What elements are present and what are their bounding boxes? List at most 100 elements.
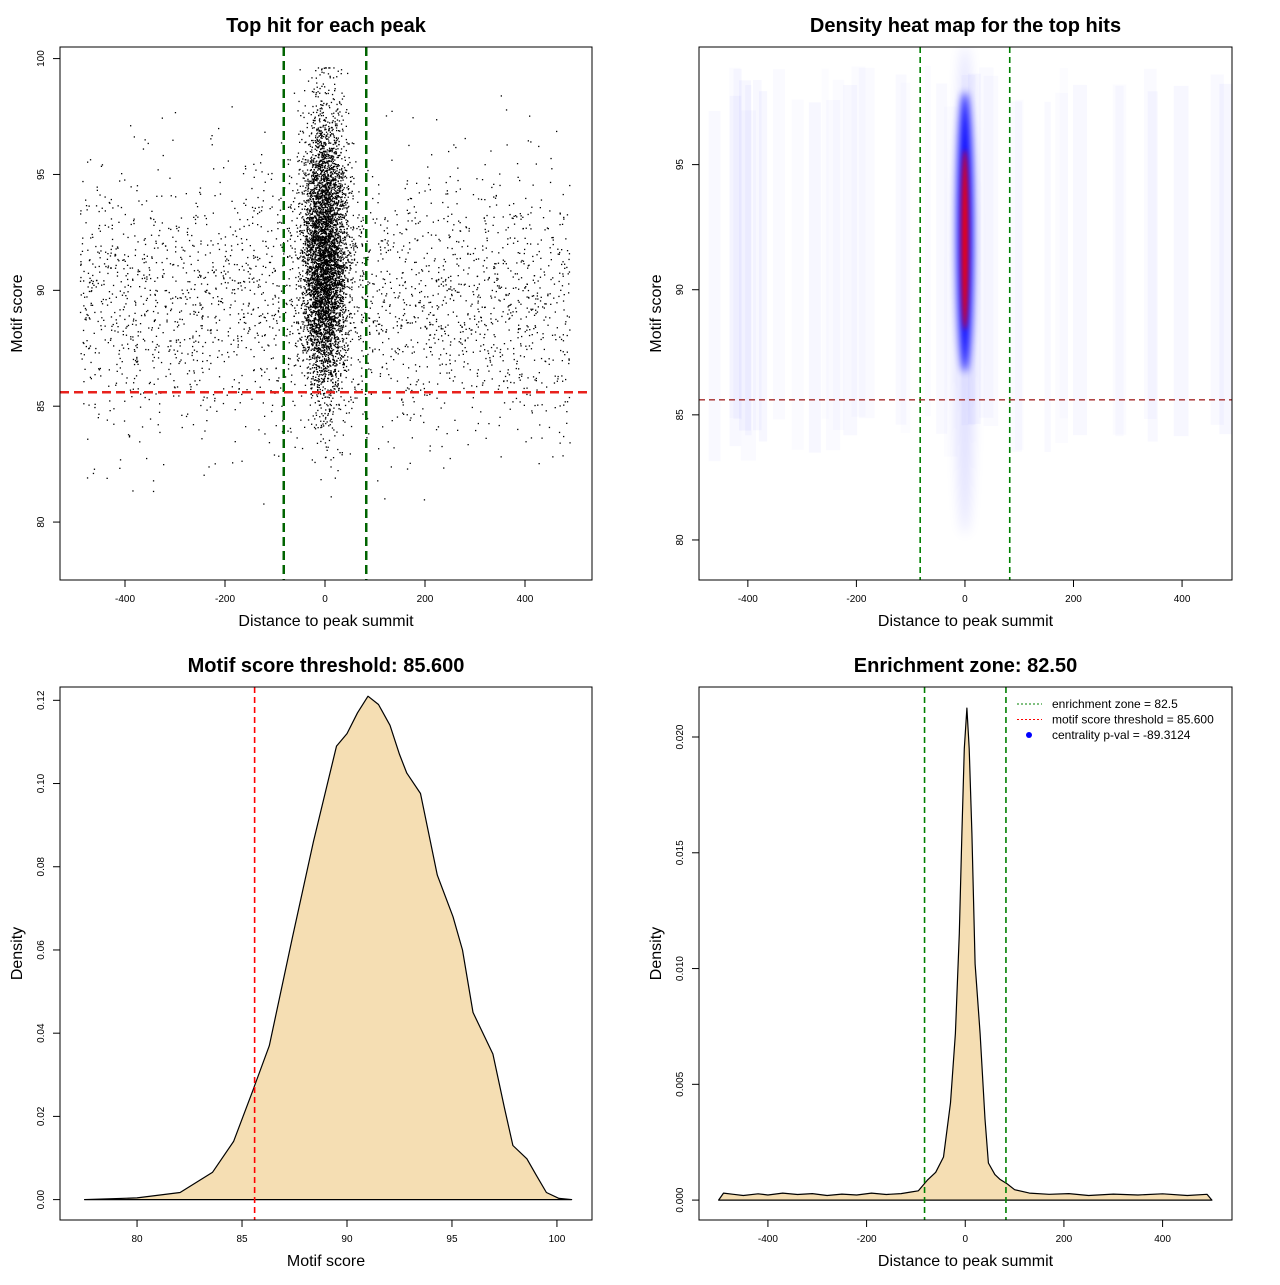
scatter-point	[110, 252, 112, 254]
scatter-point	[339, 255, 341, 258]
scatter-point	[332, 378, 334, 380]
scatter-point	[435, 329, 438, 331]
scatter-point	[311, 340, 313, 342]
scatter-point	[316, 166, 318, 169]
scatter-point	[336, 295, 338, 297]
scatter-point	[156, 290, 158, 292]
scatter-point	[161, 117, 163, 119]
scatter-point	[156, 195, 158, 197]
scatter-point	[277, 222, 279, 224]
scatter-point	[309, 242, 311, 244]
scatter-point	[334, 341, 336, 343]
scatter-point	[272, 357, 274, 359]
scatter-point	[296, 192, 298, 194]
scatter-point	[378, 243, 380, 245]
scatter-point	[559, 213, 561, 215]
scatter-point	[314, 277, 316, 279]
scatter-point	[463, 322, 466, 324]
scatter-point	[321, 369, 323, 372]
scatter-point	[331, 159, 333, 161]
scatter-point	[453, 338, 456, 340]
scatter-point	[314, 275, 316, 277]
scatter-point	[319, 241, 321, 243]
scatter-point	[540, 199, 543, 201]
scatter-point	[341, 355, 343, 357]
scatter-point	[333, 318, 335, 320]
scatter-point	[312, 175, 315, 177]
scatter-point	[447, 334, 450, 337]
scatter-point	[321, 191, 323, 194]
scatter-point	[197, 251, 199, 253]
scatter-point	[331, 347, 333, 350]
scatter-point	[85, 205, 88, 207]
scatter-point	[344, 421, 346, 423]
scatter-point	[180, 297, 182, 299]
scatter-point	[336, 156, 338, 159]
scatter-point	[309, 363, 311, 365]
scatter-point	[328, 298, 330, 300]
scatter-point	[166, 249, 168, 251]
scatter-point	[335, 381, 337, 383]
scatter-point	[366, 240, 368, 242]
scatter-point	[347, 206, 349, 209]
scatter-point	[464, 340, 466, 342]
scatter-point	[351, 317, 353, 319]
scatter-point	[349, 269, 351, 271]
scatter-point	[529, 394, 531, 396]
scatter-point	[340, 396, 342, 398]
scatter-point	[212, 244, 214, 246]
scatter-point	[290, 298, 293, 301]
scatter-point	[337, 349, 339, 351]
scatter-point	[328, 229, 330, 231]
scatter-point	[300, 307, 302, 309]
scatter-point	[107, 272, 109, 275]
scatter-point	[237, 337, 239, 340]
scatter-point	[173, 386, 176, 388]
scatter-point	[318, 237, 320, 239]
scatter-point	[566, 411, 568, 413]
scatter-point	[315, 414, 318, 416]
scatter-point	[197, 216, 199, 218]
scatter-point	[390, 377, 392, 380]
scatter-point	[240, 238, 243, 240]
scatter-point	[335, 224, 337, 226]
scatter-point	[513, 215, 515, 217]
scatter-point	[341, 208, 344, 210]
scatter-point	[320, 342, 323, 344]
scatter-point	[127, 291, 129, 293]
scatter-point	[313, 178, 316, 180]
scatter-point	[349, 236, 351, 238]
scatter-point	[503, 402, 506, 404]
scatter-point	[452, 229, 454, 231]
scatter-point	[206, 283, 209, 286]
scatter-point	[337, 383, 339, 385]
scatter-point	[199, 276, 202, 278]
scatter-point	[329, 242, 331, 244]
scatter-point	[333, 98, 335, 101]
scatter-point	[305, 221, 307, 223]
scatter-point	[331, 337, 333, 339]
scatter-point	[426, 252, 428, 255]
scatter-point	[312, 105, 314, 108]
scatter-point	[135, 375, 138, 377]
scatter-point	[329, 179, 331, 181]
scatter-point	[308, 287, 310, 289]
scatter-point	[322, 288, 324, 291]
scatter-point	[260, 210, 263, 212]
scatter-point	[456, 291, 458, 293]
scatter-point	[278, 199, 280, 201]
scatter-point	[272, 327, 274, 329]
scatter-point	[449, 344, 452, 346]
scatter-point	[86, 477, 89, 479]
scatter-point	[476, 375, 479, 377]
scatter-point	[562, 351, 564, 353]
scatter-point	[131, 396, 133, 398]
scatter-point	[320, 311, 323, 313]
scatter-point	[306, 211, 309, 213]
scatter-point	[561, 263, 563, 266]
scatter-point	[99, 230, 101, 232]
scatter-point	[342, 239, 344, 242]
scatter-point	[502, 216, 504, 218]
scatter-point	[312, 210, 315, 212]
scatter-point	[337, 165, 339, 168]
